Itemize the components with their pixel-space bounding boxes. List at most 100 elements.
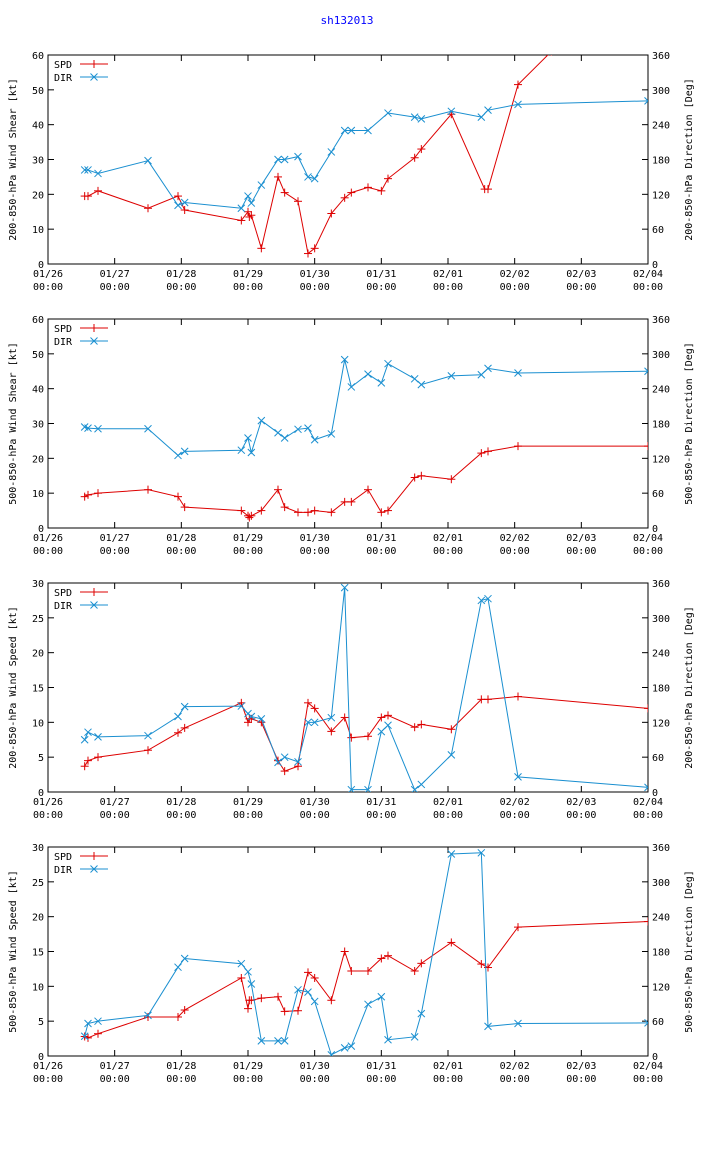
dir-point: [94, 732, 102, 741]
spd-point: [384, 506, 392, 515]
spd-point: [310, 704, 319, 713]
spd-point: [484, 447, 492, 456]
dir-point: [384, 721, 392, 730]
dir-point: [247, 199, 256, 207]
dir-point: [514, 369, 522, 377]
dir-point: [274, 758, 282, 767]
dir-point: [280, 753, 289, 762]
spd-point: [304, 508, 312, 517]
spd-point: [384, 951, 392, 960]
dir-point-a: [644, 97, 648, 102]
legend-spd: SPD: [54, 60, 108, 71]
spd-point: [180, 206, 189, 215]
dir-point: [247, 448, 256, 457]
data-area: [80, 355, 648, 522]
spd-point: [94, 186, 102, 195]
spd-point: [280, 767, 289, 776]
dir-point-b: [340, 583, 349, 592]
spd-point: [84, 490, 92, 499]
dir-point-b: [477, 596, 486, 605]
y2-tick-label: 60: [652, 1017, 664, 1028]
spd-point: [174, 1012, 182, 1021]
x-tick-date: 02/02: [500, 1061, 530, 1072]
y-tick-label: 5: [38, 753, 44, 764]
dir-series-line: [84, 359, 648, 457]
dir-point-b: [514, 100, 522, 109]
spd-point: [347, 967, 356, 976]
x-tick-time: 00:00: [500, 546, 530, 557]
spd-point: [377, 954, 386, 963]
data-area: [80, 583, 648, 792]
spd-point: [94, 489, 102, 498]
x-tick-time: 00:00: [100, 810, 130, 821]
x-tick-date: 02/03: [566, 269, 596, 280]
x-tick-date: 01/30: [300, 533, 330, 544]
chart-panel-1: 0 10 20 30 40 50 60 0 60 120 180 240 300 360 01/26 00:0…: [8, 51, 695, 293]
dir-point: [327, 1050, 336, 1056]
dir-point: [94, 424, 102, 433]
spd-point: [514, 692, 522, 701]
dir-point: [84, 424, 92, 432]
dir-point-b: [340, 126, 349, 135]
dir-point-b: [280, 753, 289, 762]
y2-tick-label: 0: [652, 524, 658, 535]
x-tick-date: 02/02: [500, 533, 530, 544]
dir-point: [94, 1017, 102, 1026]
x-tick-time: 00:00: [366, 546, 396, 557]
dir-point: [364, 370, 372, 379]
spd-point: [174, 192, 182, 201]
y-tick-label: 0: [38, 788, 44, 799]
y-tick-label: 30: [32, 843, 44, 854]
dir-point-b: [477, 113, 486, 121]
dir-point: [174, 201, 182, 210]
spd-point: [410, 153, 419, 162]
x-tick-date: 01/29: [233, 269, 263, 280]
spd-point: [245, 513, 254, 522]
x-tick-date: 01/27: [100, 269, 130, 280]
dir-point-b: [364, 785, 372, 792]
x-tick-date: 02/01: [433, 797, 463, 808]
spd-point: [237, 973, 246, 982]
dir-point-b: [274, 758, 282, 767]
data-area: [80, 848, 648, 1056]
dir-point-b: [514, 773, 522, 781]
y-tick-label: 60: [32, 315, 44, 326]
spd-point: [447, 725, 456, 734]
dir-point-b: [80, 1032, 89, 1041]
dir-point-b: [329, 1050, 336, 1056]
dir-point: [144, 1011, 152, 1020]
spd-point: [410, 723, 419, 732]
x-tick-time: 00:00: [166, 810, 196, 821]
dir-series-line: [84, 100, 648, 209]
y-tick-label: 25: [32, 878, 44, 889]
dir-point-b: [294, 152, 302, 161]
dir-point: [447, 750, 456, 759]
y2-tick-label: 240: [652, 121, 670, 132]
x-tick-time: 00:00: [566, 282, 596, 293]
y2-tick-label: 60: [652, 753, 664, 764]
dir-point: [347, 785, 356, 792]
dir-point: [377, 727, 386, 736]
dir-point-b: [410, 374, 419, 383]
x-tick-date: 01/29: [233, 533, 263, 544]
dir-point: [237, 446, 246, 455]
spd-point: [417, 959, 426, 968]
spd-point: [174, 728, 182, 737]
x-tick-time: 00:00: [100, 546, 130, 557]
dir-point: [280, 1037, 289, 1045]
legend-marker: [90, 60, 98, 68]
dir-point: [304, 173, 312, 181]
legend-spd: SPD: [54, 324, 108, 335]
dir-point-a: [644, 783, 648, 789]
dir-point-b: [247, 199, 256, 207]
x-tick-date: 01/31: [366, 797, 396, 808]
dir-point-b: [377, 379, 386, 387]
x-tick-time: 00:00: [500, 810, 530, 821]
spd-point: [84, 756, 92, 765]
x-tick-date: 02/02: [500, 797, 530, 808]
spd-point: [347, 188, 356, 197]
dir-point: [180, 198, 189, 207]
dir-point: [237, 204, 246, 213]
spd-point: [377, 713, 386, 722]
dir-point: [484, 594, 492, 603]
